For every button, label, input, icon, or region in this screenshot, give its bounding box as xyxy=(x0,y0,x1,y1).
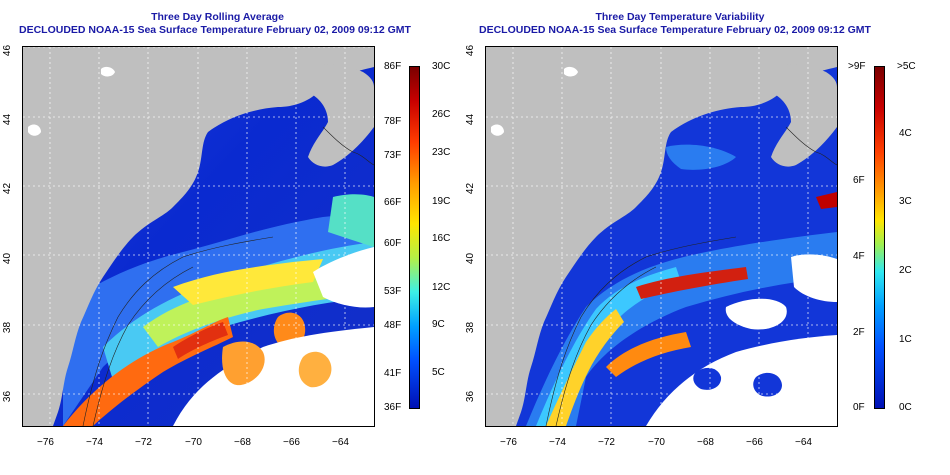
right-cb-f-2: 2F xyxy=(853,327,865,338)
left-cb-f-78: 78F xyxy=(384,116,402,127)
left-lon-label-76: −76 xyxy=(37,437,54,448)
right-lat-label-44: 44 xyxy=(465,113,477,126)
left-cb-f-66: 66F xyxy=(384,197,402,208)
right-lon-label-68: −68 xyxy=(697,437,714,448)
left-cb-c-26: 26C xyxy=(432,109,451,120)
left-title-line1: Three Day Rolling Average xyxy=(151,11,284,23)
right-title-line2: DECLOUDED NOAA-15 Sea Surface Temperatur… xyxy=(479,24,871,36)
right-lat-label-46: 46 xyxy=(465,44,477,57)
left-cb-f-86: 86F xyxy=(384,61,402,72)
left-cb-f-73: 73F xyxy=(384,150,402,161)
left-cb-f-48: 48F xyxy=(384,320,402,331)
right-lat-label-36: 36 xyxy=(465,390,477,403)
left-temperature-colorbar xyxy=(409,66,420,409)
right-lat-label-38: 38 xyxy=(465,321,477,334)
left-cb-f-36: 36F xyxy=(384,402,402,413)
right-variability-map xyxy=(485,46,838,427)
left-cb-c-16: 16C xyxy=(432,233,451,244)
right-cb-f-6: 6F xyxy=(853,175,865,186)
right-lat-label-40: 40 xyxy=(465,252,477,265)
right-lon-label-74: −74 xyxy=(549,437,566,448)
right-variability-colorbar xyxy=(874,66,885,409)
left-cb-c-12: 12C xyxy=(432,282,451,293)
right-cb-c-0: 0C xyxy=(899,402,912,413)
left-cb-c-5: 5C xyxy=(432,367,445,378)
left-lon-label-72: −72 xyxy=(135,437,152,448)
right-lon-label-76: −76 xyxy=(500,437,517,448)
right-lat-label-42: 42 xyxy=(465,182,477,195)
right-lon-label-66: −66 xyxy=(746,437,763,448)
right-lon-label-70: −70 xyxy=(648,437,665,448)
right-lon-label-72: −72 xyxy=(598,437,615,448)
left-cb-f-41: 41F xyxy=(384,368,402,379)
left-map-image xyxy=(23,47,374,426)
right-cb-c-4: 4C xyxy=(899,128,912,139)
left-cb-f-60: 60F xyxy=(384,238,402,249)
left-cb-c-23: 23C xyxy=(432,147,451,158)
left-lat-label-36: 36 xyxy=(2,390,14,403)
right-cb-f-4: 4F xyxy=(853,251,865,262)
right-cb-c-3: 3C xyxy=(899,196,912,207)
left-cb-c-30: 30C xyxy=(432,61,451,72)
left-cb-f-53: 53F xyxy=(384,286,402,297)
right-cb-c-5: >5C xyxy=(897,61,916,72)
right-cb-c-1: 1C xyxy=(899,334,912,345)
right-cb-c-2: 2C xyxy=(899,265,912,276)
left-lat-label-40: 40 xyxy=(2,252,14,265)
left-lon-label-68: −68 xyxy=(234,437,251,448)
left-sst-map xyxy=(22,46,375,427)
right-map-image xyxy=(486,47,837,426)
right-lon-label-64: −64 xyxy=(795,437,812,448)
right-title-line1: Three Day Temperature Variability xyxy=(595,11,765,23)
left-title-line2: DECLOUDED NOAA-15 Sea Surface Temperatur… xyxy=(19,24,411,36)
right-cb-f-0: 0F xyxy=(853,402,865,413)
left-lat-label-42: 42 xyxy=(2,182,14,195)
left-lon-label-66: −66 xyxy=(283,437,300,448)
left-cb-c-19: 19C xyxy=(432,196,451,207)
left-lon-label-74: −74 xyxy=(86,437,103,448)
left-lat-label-46: 46 xyxy=(2,44,14,57)
right-cb-f-9: >9F xyxy=(848,61,866,72)
left-lon-label-70: −70 xyxy=(185,437,202,448)
left-cb-c-9: 9C xyxy=(432,319,445,330)
left-lat-label-38: 38 xyxy=(2,321,14,334)
left-lon-label-64: −64 xyxy=(332,437,349,448)
left-lat-label-44: 44 xyxy=(2,113,14,126)
